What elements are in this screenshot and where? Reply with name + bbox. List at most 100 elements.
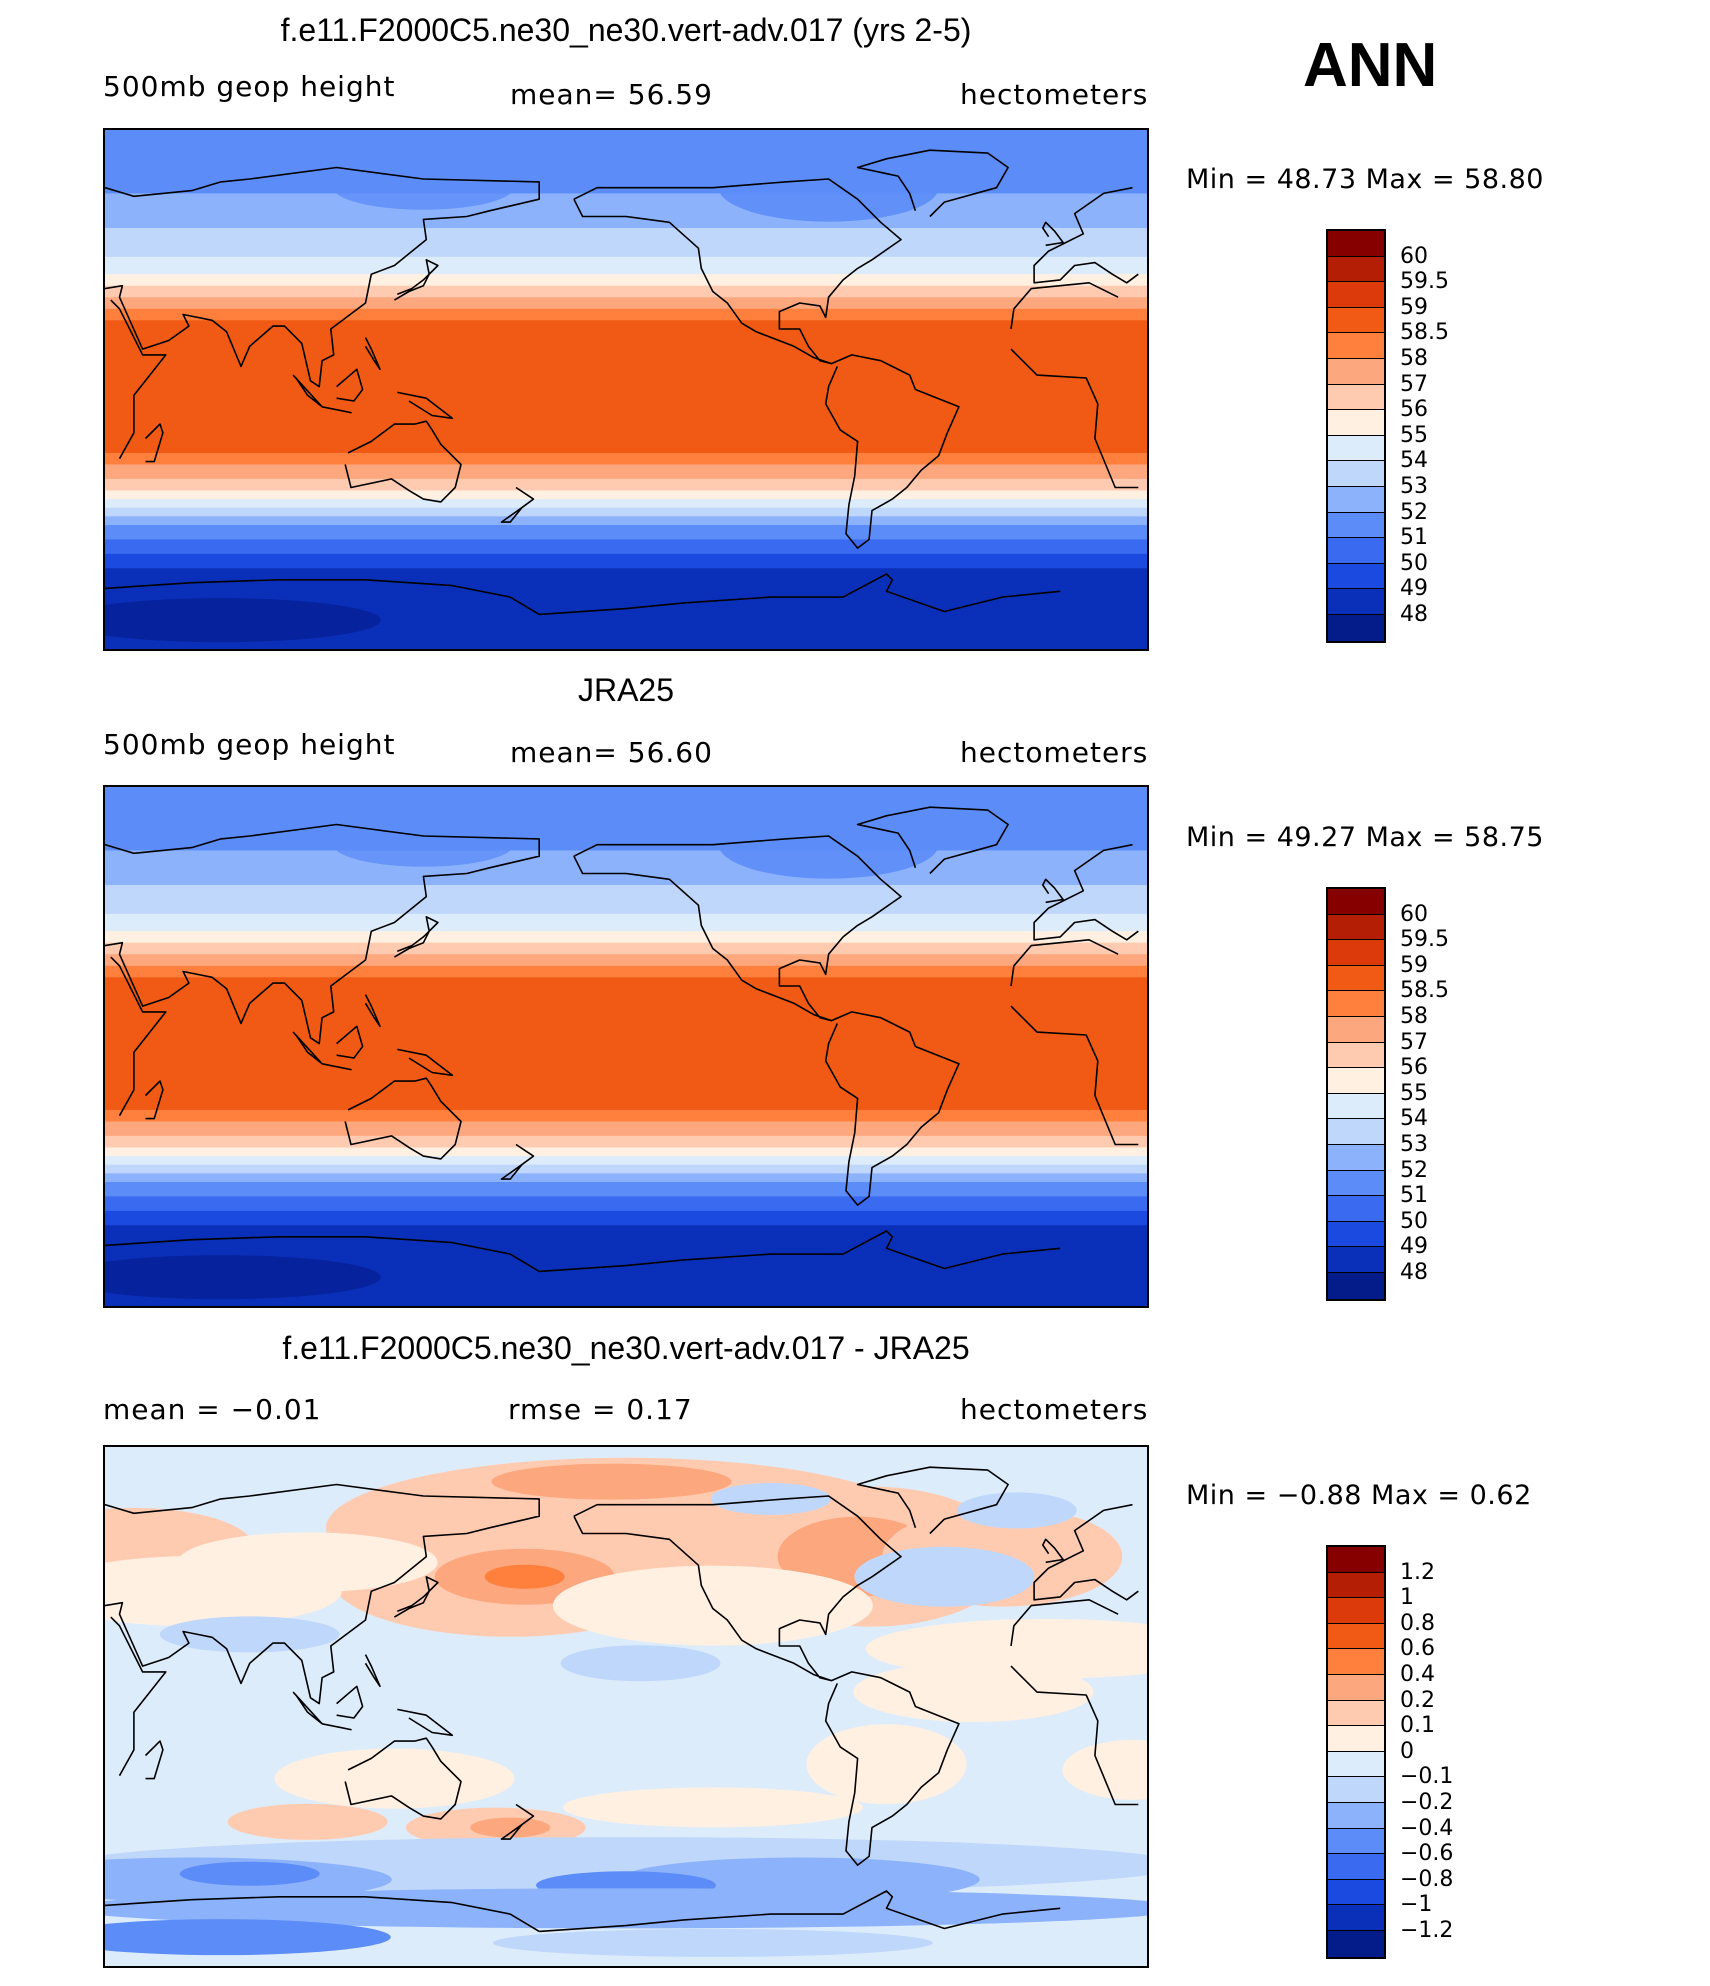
panel-2-title: JRA25 [577, 672, 675, 708]
colorbar-label: 52 [1400, 1157, 1428, 1183]
colorbar-label: 56 [1400, 397, 1428, 423]
colorbar-swatch [1328, 1649, 1384, 1675]
colorbar-swatch [1328, 410, 1384, 436]
panel-2-map [103, 785, 1149, 1308]
panel-1-title: f.e11.F2000C5.ne30_ne30.vert-adv.017 (yr… [280, 12, 972, 48]
panel-1-left-label: 500mb geop height [103, 70, 396, 103]
colorbar-swatch [1328, 1247, 1384, 1273]
colorbar-label: 0.2 [1400, 1687, 1435, 1713]
colorbar-label: 59.5 [1400, 927, 1449, 953]
panel-1-map [103, 128, 1149, 651]
colorbar-label: −0.4 [1400, 1815, 1454, 1841]
panel-3-map [103, 1445, 1149, 1968]
season-label: ANN [1303, 31, 1438, 100]
colorbar-swatch [1328, 461, 1384, 487]
colorbar-swatch [1328, 1196, 1384, 1222]
colorbar-swatch [1328, 589, 1384, 615]
panel-3-title: f.e11.F2000C5.ne30_ne30.vert-adv.017 - J… [282, 1330, 970, 1366]
colorbar-swatch [1328, 231, 1384, 257]
colorbar-label: 50 [1400, 550, 1428, 576]
colorbar-swatch [1328, 1751, 1384, 1778]
colorbar-label: 56 [1400, 1055, 1428, 1081]
colorbar-label: 50 [1400, 1208, 1428, 1234]
colorbar-label: 58 [1400, 1004, 1428, 1029]
panel-1-right-label: hectometers [960, 78, 1149, 111]
colorbar-label: 54 [1400, 448, 1428, 474]
colorbar-label: −0.1 [1400, 1764, 1454, 1790]
colorbar-swatch [1328, 1879, 1384, 1906]
colorbar-label: 55 [1400, 422, 1428, 448]
colorbar-swatch [1328, 1674, 1384, 1701]
colorbar-swatch [1328, 965, 1384, 992]
panel-3-center-label: rmse = 0.17 [508, 1393, 693, 1426]
colorbar-swatch [1328, 991, 1384, 1017]
panel-2-right-label: hectometers [960, 736, 1149, 769]
colorbar-label: −1 [1400, 1892, 1433, 1918]
contour-fill [105, 787, 1147, 1306]
colorbar-label: 59 [1400, 952, 1428, 978]
coastlines [105, 1466, 1139, 1933]
colorbar-label: 0.6 [1400, 1636, 1435, 1662]
colorbar-label: 1 [1400, 1585, 1414, 1611]
panel-2-minmax: Min = 49.27 Max = 58.75 [1186, 822, 1544, 853]
colorbar-label: 49 [1400, 1234, 1428, 1260]
colorbar-swatch [1328, 307, 1384, 334]
colorbar-swatch [1328, 1854, 1384, 1880]
colorbar-swatch [1328, 1572, 1384, 1599]
colorbar-swatch [1328, 1623, 1384, 1650]
colorbar-swatch [1328, 1905, 1384, 1931]
colorbar-swatch [1328, 1802, 1384, 1829]
colorbar-swatch [1328, 486, 1384, 513]
colorbar-label: 49 [1400, 576, 1428, 602]
colorbar-label: 57 [1400, 371, 1428, 397]
colorbar-label: 1.2 [1400, 1559, 1435, 1585]
panel-3-left-label: mean = −0.01 [103, 1393, 322, 1426]
colorbar-label: −0.6 [1400, 1841, 1454, 1867]
colorbar-label: 58 [1400, 346, 1428, 371]
colorbar-swatch [1328, 1170, 1384, 1197]
colorbar-label: −0.8 [1400, 1866, 1454, 1892]
panel-1-center-label: mean= 56.59 [510, 78, 713, 111]
colorbar-label: 58.5 [1400, 978, 1449, 1004]
colorbar-label: −0.2 [1400, 1790, 1454, 1815]
colorbar-swatch [1328, 512, 1384, 539]
colorbar-label: 59 [1400, 294, 1428, 320]
colorbar-label: 48 [1400, 1260, 1428, 1285]
panel-3-minmax: Min = −0.88 Max = 0.62 [1186, 1480, 1532, 1511]
colorbar-swatch [1328, 358, 1384, 385]
colorbar-swatch [1328, 435, 1384, 462]
colorbar-swatch [1328, 384, 1384, 411]
contour-fill [105, 1447, 1147, 1966]
colorbar-swatch [1328, 1068, 1384, 1094]
colorbar-swatch [1328, 1221, 1384, 1248]
colorbar-swatch [1328, 614, 1384, 641]
colorbar-swatch [1328, 889, 1384, 915]
coastlines [105, 806, 1139, 1273]
colorbar-label: 60 [1400, 901, 1428, 927]
colorbar-label: 48 [1400, 602, 1428, 627]
colorbar-swatch [1328, 1777, 1384, 1803]
colorbar-swatch [1328, 1828, 1384, 1855]
colorbar-swatch [1328, 1930, 1384, 1957]
colorbar-label: −1.2 [1400, 1918, 1454, 1943]
colorbar-swatch [1328, 1272, 1384, 1299]
colorbar-label: 0 [1400, 1738, 1414, 1764]
colorbar-swatch [1328, 1042, 1384, 1069]
colorbar-swatch [1328, 1598, 1384, 1624]
colorbar-label: 51 [1400, 525, 1428, 551]
colorbar-swatch [1328, 1547, 1384, 1573]
colorbar-swatch [1328, 1119, 1384, 1145]
colorbar-swatch [1328, 282, 1384, 308]
colorbar-swatch [1328, 333, 1384, 359]
panel-2-colorbar [1326, 887, 1386, 1301]
colorbar-swatch [1328, 1726, 1384, 1752]
panel-2-center-label: mean= 56.60 [510, 736, 713, 769]
colorbar-label: 59.5 [1400, 269, 1449, 295]
colorbar-swatch [1328, 1144, 1384, 1171]
colorbar-label: 51 [1400, 1183, 1428, 1209]
colorbar-label: 0.1 [1400, 1713, 1435, 1739]
colorbar-label: 55 [1400, 1080, 1428, 1106]
colorbar-swatch [1328, 1016, 1384, 1043]
colorbar-label: 60 [1400, 243, 1428, 269]
colorbar-swatch [1328, 256, 1384, 283]
